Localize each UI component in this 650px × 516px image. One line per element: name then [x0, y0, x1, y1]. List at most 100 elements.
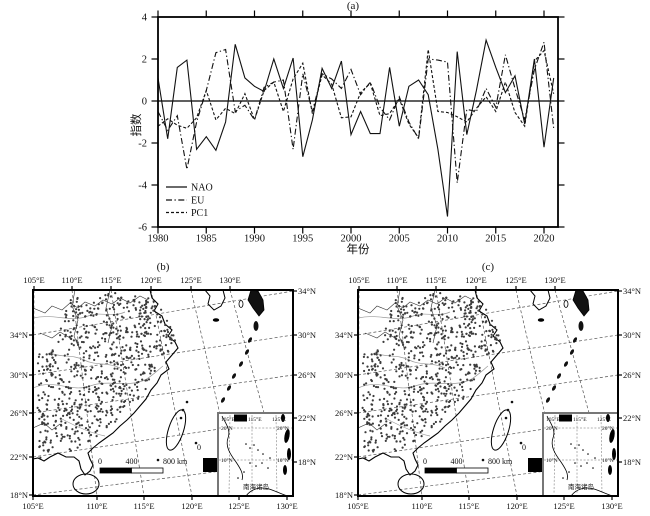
station-dot [403, 403, 406, 406]
station-dot [159, 348, 162, 351]
station-dot [88, 431, 91, 435]
station-dot [108, 334, 111, 337]
station-dot [481, 333, 484, 336]
station-dot [397, 344, 400, 347]
station-dot [458, 298, 461, 301]
station-dot [38, 353, 41, 356]
station-dot [441, 297, 445, 300]
station-dot [141, 347, 144, 350]
station-dot [65, 309, 68, 313]
station-dot [129, 356, 132, 359]
station-dot [122, 316, 125, 319]
station-dot [393, 437, 396, 440]
station-dot [105, 314, 108, 317]
station-dot [462, 335, 465, 338]
station-dot [55, 435, 59, 438]
bottom-lon-label: 105°E [22, 501, 43, 511]
station-dot [114, 292, 117, 295]
station-dot [45, 408, 49, 411]
station-dot [449, 372, 452, 375]
station-dot [466, 378, 469, 381]
station-dot [87, 385, 91, 388]
station-dot [149, 369, 153, 372]
station-dot [371, 430, 374, 433]
station-dot [394, 301, 397, 305]
station-dot [77, 305, 80, 308]
station-dot [44, 429, 47, 432]
station-dot [451, 302, 454, 305]
station-dot [391, 434, 394, 437]
station-dot [54, 354, 57, 357]
station-dot [438, 381, 441, 384]
station-dot [441, 363, 444, 366]
station-dot [172, 334, 175, 337]
meridian-line [110, 290, 145, 496]
station-dot [128, 386, 131, 389]
station-dot [105, 353, 108, 357]
station-dot [400, 311, 403, 314]
station-dot [480, 345, 483, 348]
station-dot [50, 373, 53, 376]
inset-map: 105°E 115°E 125°E 20°N 20°N 10°N 10°N 南海诸岛 [542, 412, 618, 496]
station-dot [375, 373, 378, 376]
station-dot [160, 320, 163, 323]
station-dot [469, 387, 472, 391]
top-lon-label: 120°E [140, 275, 161, 285]
station-dot [390, 361, 393, 364]
station-dot [136, 381, 139, 384]
station-dot [109, 326, 112, 329]
station-dot [68, 448, 71, 451]
station-dot [75, 339, 78, 342]
station-dot [60, 420, 63, 423]
station-dot [401, 330, 404, 334]
station-dot [65, 414, 69, 417]
station-dot [429, 340, 432, 343]
inset-map: 105°E 115°E 125°E 20°N 20°N 10°N 10°N 南海诸岛 [217, 412, 293, 496]
station-dot [77, 343, 80, 346]
station-dot [45, 358, 49, 361]
station-dot [110, 411, 113, 415]
station-dot [92, 314, 95, 317]
station-dot [99, 418, 102, 421]
station-dot [395, 391, 398, 394]
station-dot [465, 332, 468, 335]
station-dot [126, 306, 129, 309]
bottom-lon-label: 120°E [181, 501, 202, 511]
station-dot [363, 383, 366, 386]
station-dot [124, 399, 127, 403]
station-dot [400, 361, 403, 365]
station-dot [111, 382, 114, 385]
x-tick-label: 1990 [244, 234, 265, 245]
station-dot [439, 292, 442, 295]
station-dot [141, 304, 144, 307]
station-dot [402, 436, 405, 440]
station-dot [51, 446, 54, 449]
station-dot [363, 353, 366, 356]
station-dot [372, 448, 375, 451]
station-dot [74, 440, 77, 443]
station-dot [121, 346, 124, 349]
station-dot [410, 324, 413, 328]
station-dot [412, 428, 415, 431]
station-dot [445, 400, 448, 403]
station-dot [433, 334, 436, 337]
station-dot [403, 415, 406, 418]
station-dot [37, 394, 40, 397]
station-dot [152, 309, 155, 312]
station-dot [438, 308, 441, 311]
station-dot [440, 418, 443, 421]
station-dot [366, 365, 369, 368]
station-dot [84, 373, 87, 376]
scale-bar: 0 400 800 km [423, 457, 513, 474]
station-dot [388, 435, 391, 438]
station-dot [82, 356, 85, 359]
station-dot [472, 332, 475, 335]
station-dot [434, 295, 437, 298]
station-dot [64, 421, 67, 424]
station-dot [434, 332, 437, 335]
station-dot [447, 363, 450, 366]
station-dot [63, 329, 66, 332]
station-dot [101, 391, 104, 394]
river-line [374, 352, 446, 369]
station-dot [379, 360, 382, 364]
